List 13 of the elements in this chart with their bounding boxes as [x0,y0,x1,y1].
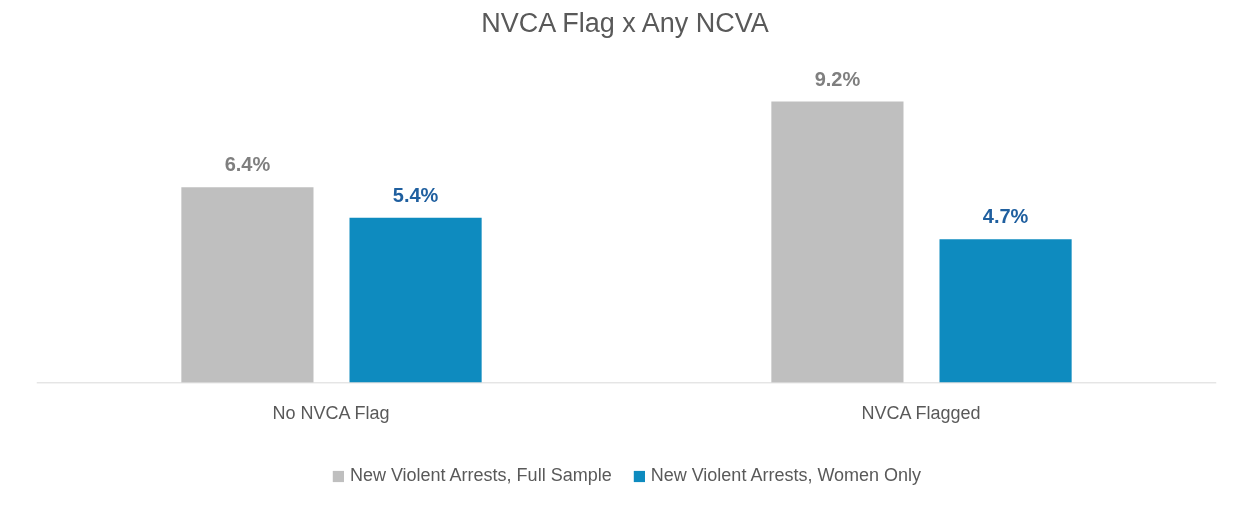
data-label: 4.7% [982,205,1029,228]
bar [939,239,1072,383]
bar [349,217,482,383]
data-label: 9.2% [814,67,861,90]
legend-label: New Violent Arrests, Full Sample [349,465,612,486]
x-tick-label: No NVCA Flag [272,402,390,423]
bar [181,187,314,383]
x-tick-label: NVCA Flagged [861,402,981,423]
legend-label: New Violent Arrests, Women Only [650,465,922,486]
data-label: 6.4% [224,153,271,176]
data-label: 5.4% [392,183,439,206]
bar [771,101,904,383]
chart-title: NVCA Flag x Any NCVA [481,7,769,38]
